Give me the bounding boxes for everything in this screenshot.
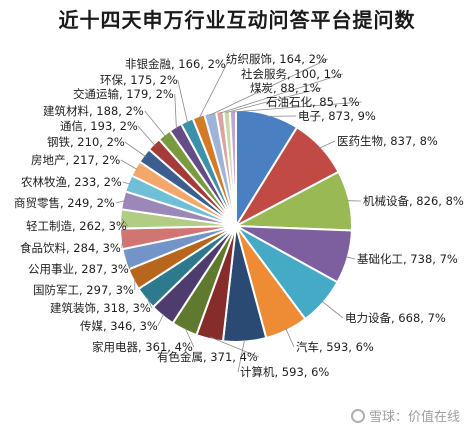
leader-line-7 [237, 339, 245, 373]
slice-label-16: 商贸零售, 249, 2% [14, 196, 115, 210]
slice-label-7: 计算机, 593, 6% [240, 365, 329, 379]
slice-label-20: 通信, 193, 2% [60, 119, 138, 133]
slice-label-6: 汽车, 593, 6% [296, 340, 374, 354]
slice-label-27: 煤炭, 88, 1% [250, 81, 321, 95]
leader-line-10 [157, 313, 165, 327]
leader-line-16 [115, 200, 125, 204]
leader-line-11 [146, 296, 153, 309]
leader-line-19 [124, 141, 146, 157]
slice-label-3: 机械设备, 826, 8% [363, 194, 464, 208]
leader-line-17 [122, 181, 131, 185]
slice-label-28: 石油石化, 85, 1% [266, 95, 360, 109]
leader-line-23 [177, 79, 188, 123]
leader-line-13 [126, 258, 131, 270]
slice-label-17: 农林牧渔, 233, 2% [21, 175, 122, 189]
slice-label-5: 电力设备, 668, 7% [345, 311, 446, 325]
leader-line-15 [121, 218, 129, 227]
slice-label-8: 有色金属, 371, 4% [157, 350, 258, 364]
slice-label-13: 公用事业, 287, 3% [28, 262, 129, 276]
leader-line-6 [285, 328, 295, 348]
leader-line-22 [174, 93, 177, 129]
slice-label-9: 家用电器, 361, 4% [92, 340, 193, 354]
leader-line-21 [144, 110, 166, 137]
chart-title: 近十四天申万行业互动问答平台提问数 [58, 8, 416, 32]
leader-line-8 [209, 336, 259, 358]
leader-lines [115, 58, 362, 373]
leader-line-2 [319, 140, 336, 149]
slice-labels: 电子, 873, 9% 医药生物, 837, 8% 机械设备, 826, 8% 基础化… [14, 52, 464, 379]
leader-line-4 [345, 256, 356, 260]
slice-label-21: 建筑材料, 188, 2% [43, 104, 144, 118]
slice-label-14: 食品饮料, 284, 3% [20, 241, 121, 255]
slice-label-19: 钢铁, 210, 2% [47, 135, 125, 149]
leader-line-27 [226, 87, 322, 113]
leader-line-26 [219, 73, 343, 114]
leader-line-24 [198, 63, 228, 119]
slice-label-24: 非银金融, 166, 2% [125, 57, 226, 71]
leader-line-25 [210, 58, 328, 116]
slice-label-15: 轻工制造, 262, 3% [26, 219, 127, 233]
slice-label-10: 传媒, 346, 3% [80, 319, 158, 333]
leader-line-28 [232, 101, 362, 113]
slice-label-18: 房地产, 217, 2% [31, 153, 120, 167]
watermark-text: 雪球：价值在线 [368, 410, 460, 425]
leader-line-20 [137, 125, 156, 146]
slice-label-1: 电子, 873, 9% [298, 109, 376, 123]
snowball-logo-icon [350, 408, 365, 423]
slice-label-2: 医药生物, 837, 8% [337, 134, 438, 148]
watermark: 雪球：价值在线 [350, 406, 460, 425]
leader-line-18 [120, 159, 138, 170]
slice-label-23: 环保, 175, 2% [100, 73, 178, 87]
slice-label-25: 纺织服饰, 164, 2% [226, 52, 327, 66]
leader-line-9 [184, 327, 195, 348]
slice-label-4: 基础化工, 738, 7% [357, 252, 458, 266]
slice-label-11: 建筑装饰, 318, 3% [50, 301, 151, 315]
slice-label-12: 国防军工, 297, 3% [33, 283, 134, 297]
leader-line-14 [121, 238, 124, 249]
slice-label-22: 交通运输, 179, 2% [73, 87, 174, 101]
slice-label-26: 社会服务, 100, 1% [241, 67, 342, 81]
leader-line-5 [321, 300, 344, 319]
